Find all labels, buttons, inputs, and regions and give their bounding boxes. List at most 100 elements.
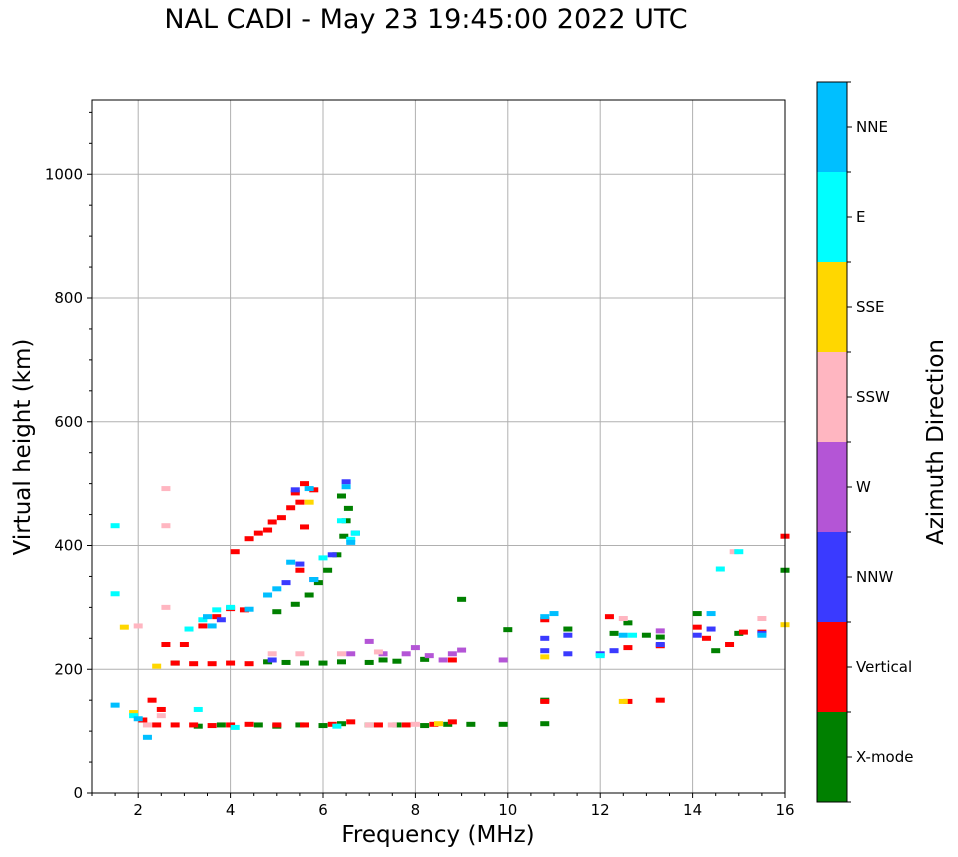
colorbar-tick-label: E — [856, 208, 865, 226]
plot-frame — [91, 99, 786, 794]
data-point-vertical — [655, 697, 665, 703]
data-point-vertical — [295, 499, 305, 505]
data-point-ssw — [373, 649, 383, 655]
data-point-vertical — [207, 661, 217, 667]
data-point-e — [628, 632, 638, 638]
data-point-ssw — [757, 616, 767, 622]
data-point-vertical — [244, 721, 254, 727]
data-point-w — [498, 657, 508, 663]
data-point-vertical — [327, 721, 337, 727]
data-point-x-mode — [466, 721, 476, 727]
data-point-vertical — [276, 515, 286, 521]
grid — [92, 100, 786, 794]
data-point-nne — [309, 577, 319, 583]
data-point-vertical — [253, 530, 263, 536]
data-point-x-mode — [623, 620, 633, 626]
colorbar-tick-label: W — [856, 478, 871, 496]
data-point-e — [129, 713, 139, 719]
data-point-nnw — [540, 635, 550, 641]
y-tick-label: 800 — [54, 289, 83, 307]
data-point-sse — [434, 721, 443, 727]
data-point-vertical — [263, 527, 273, 533]
data-point-e — [350, 530, 360, 536]
chart-title: NAL CADI - May 23 19:45:00 2022 UTC — [164, 4, 688, 35]
data-point-x-mode — [336, 493, 346, 499]
data-point-nne — [286, 559, 296, 565]
data-point-nne — [142, 734, 152, 740]
data-point-vertical — [623, 698, 633, 704]
data-point-vertical — [701, 635, 711, 641]
colorbar-tick-label: SSE — [856, 298, 885, 316]
colorbar-segment — [817, 532, 847, 622]
data-point-x-mode — [443, 721, 453, 727]
data-point-vertical — [604, 614, 614, 620]
data-point-x-mode — [193, 723, 203, 729]
data-point-nne — [244, 606, 254, 612]
data-point-x-mode — [263, 659, 273, 665]
data-point-vertical — [286, 505, 296, 511]
data-point-ssw — [295, 651, 305, 657]
data-point-e — [184, 626, 194, 632]
data-point-ssw — [336, 651, 346, 657]
data-point-nnw — [692, 632, 702, 638]
data-point-nnw — [290, 487, 300, 493]
data-point-x-mode — [318, 660, 328, 666]
data-point-vertical — [429, 721, 439, 727]
colorbar-segment — [817, 712, 847, 802]
data-point-w — [401, 651, 411, 657]
data-point-nne — [706, 611, 716, 617]
data-point-vertical — [244, 661, 254, 667]
data-point-sse — [119, 624, 129, 630]
data-point-x-mode — [323, 567, 333, 573]
data-point-ssw — [161, 523, 171, 529]
data-point-x-mode — [304, 592, 314, 598]
colorbar-segment — [817, 172, 847, 262]
colorbar-label: Azimuth Direction — [923, 339, 949, 545]
data-point-nne — [203, 614, 212, 620]
y-tick-label: 1000 — [45, 165, 83, 183]
y-axis-label: Virtual height (km) — [10, 339, 36, 556]
data-point-vertical — [300, 481, 310, 487]
data-point-vertical — [147, 697, 157, 703]
data-point-sse — [152, 663, 162, 669]
data-point-sse — [129, 710, 139, 716]
data-point-x-mode — [318, 723, 328, 729]
data-point-w — [457, 647, 467, 653]
data-point-nnw — [295, 561, 305, 567]
data-point-e — [318, 555, 328, 561]
data-point-nne — [540, 614, 550, 620]
x-tick-label: 6 — [318, 801, 328, 819]
data-point-x-mode — [734, 630, 744, 636]
data-point-nnw — [563, 632, 573, 638]
data-point-nnw — [540, 648, 550, 654]
data-point-ssw — [156, 713, 166, 719]
data-point-vertical — [170, 722, 180, 728]
data-point-nnw — [267, 657, 277, 663]
data-point-nne — [341, 484, 351, 490]
data-point-e — [346, 536, 356, 542]
data-point-x-mode — [692, 611, 702, 617]
data-point-vertical — [207, 723, 217, 729]
y-tick-label: 200 — [54, 660, 83, 678]
data-point-nne — [207, 623, 217, 629]
data-point-vertical — [346, 719, 356, 725]
y-tick-label: 600 — [54, 413, 83, 431]
data-point-nne — [110, 702, 120, 708]
data-point-vertical — [272, 722, 282, 728]
data-point-x-mode — [655, 634, 665, 640]
data-point-vertical — [244, 536, 254, 542]
data-point-e — [110, 591, 120, 597]
data-point-e — [226, 604, 236, 610]
data-points — [110, 479, 790, 740]
data-point-vertical — [447, 657, 457, 663]
data-point-x-mode — [272, 609, 282, 615]
data-point-w — [447, 651, 457, 657]
axes: 2 4 6 8 10 12 14 16 0 200 400 600 800 1000 — [45, 111, 795, 819]
data-point-vertical — [138, 717, 148, 723]
data-point-x-mode — [253, 722, 263, 728]
data-point-nnw — [281, 580, 291, 586]
data-point-vertical — [540, 698, 550, 704]
data-point-x-mode — [341, 518, 351, 524]
colorbar-tick-label: SSW — [856, 388, 890, 406]
